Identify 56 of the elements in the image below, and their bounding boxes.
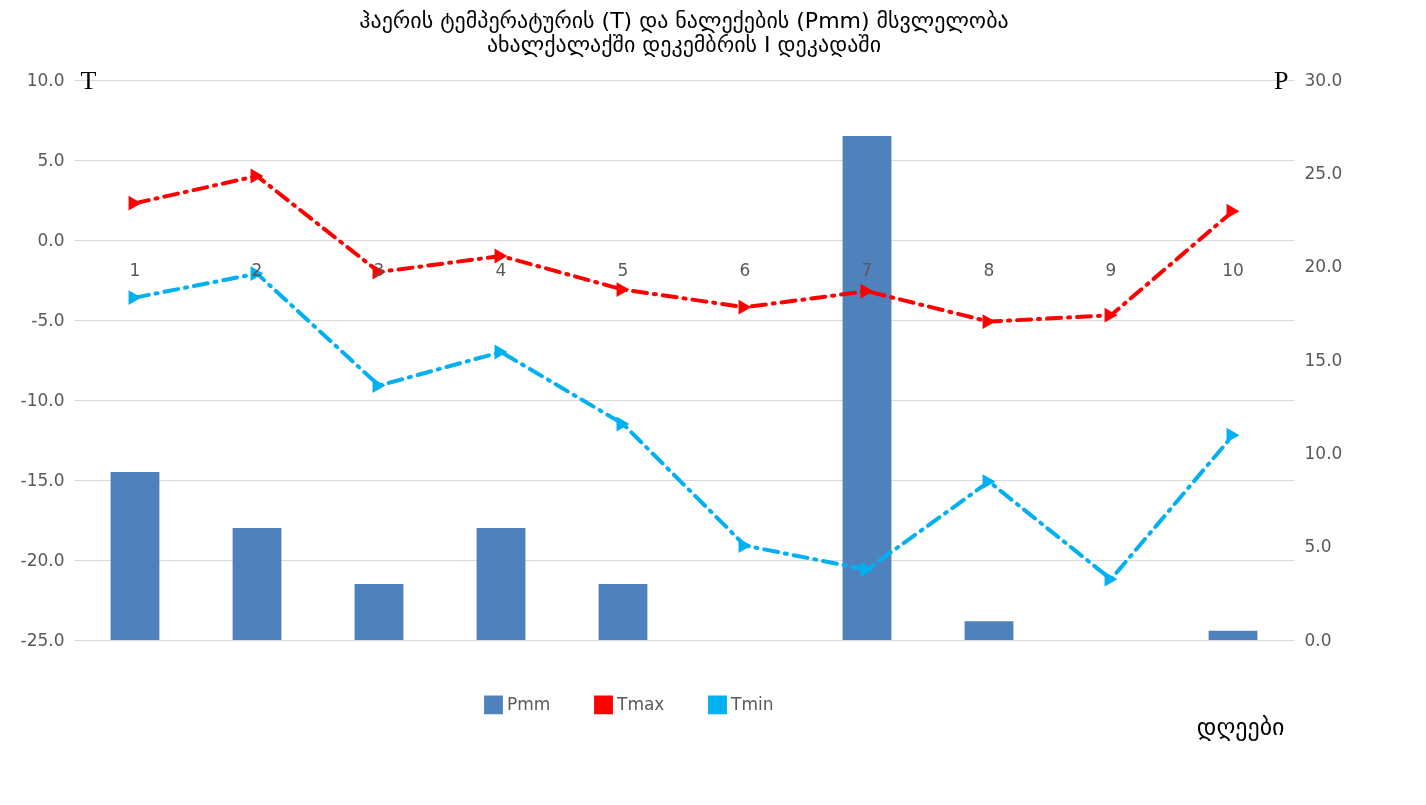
bar	[232, 528, 282, 640]
text: ახალქალაქში დეკემბრის I დეკადაში	[486, 32, 882, 57]
bar	[1208, 630, 1258, 640]
x-tick-label: 10	[1222, 259, 1244, 280]
legend-label: Pmm	[507, 693, 551, 714]
point	[1226, 203, 1240, 219]
y-tick-label: -20.0	[20, 549, 65, 570]
point	[372, 378, 386, 394]
point	[738, 538, 752, 554]
x-tick-label: 6	[739, 259, 751, 280]
x-tick-label: 1	[129, 259, 141, 280]
point	[250, 168, 264, 184]
y2-tick-label: 5.0	[1304, 536, 1332, 557]
y2-tick-label: 30.0	[1304, 69, 1343, 90]
bar	[964, 621, 1014, 640]
point	[860, 283, 874, 299]
y2-tick-label: 15.0	[1304, 349, 1343, 370]
y2-tick-label: 0.0	[1304, 629, 1332, 650]
x-axis-title: დღეები	[1196, 712, 1285, 741]
x-tick-label: 9	[1105, 259, 1117, 280]
y-tick-label: 0.0	[37, 229, 65, 250]
point	[1104, 307, 1118, 323]
y-tick-label: -15.0	[20, 469, 65, 490]
point	[616, 282, 630, 298]
point	[494, 344, 508, 360]
x-tick-label: 5	[617, 259, 629, 280]
point	[860, 562, 874, 578]
y2-tick-label: 25.0	[1304, 162, 1343, 183]
y2-axis-title: P	[1274, 65, 1289, 95]
point	[128, 195, 142, 211]
legend-label: Tmax	[616, 693, 665, 714]
bar	[354, 584, 404, 640]
legend-label: Tmin	[730, 693, 774, 714]
x-tick-label: 7	[861, 259, 873, 280]
y2-tick-label: 10.0	[1304, 442, 1343, 463]
x-tick-label: 4	[495, 259, 507, 280]
point	[738, 299, 752, 315]
point	[494, 248, 508, 264]
bar	[598, 584, 648, 640]
bar	[110, 472, 160, 640]
y2-tick-label: 20.0	[1304, 256, 1343, 277]
bar	[842, 136, 892, 640]
point	[1226, 427, 1240, 443]
point	[1104, 571, 1118, 587]
point	[128, 290, 142, 306]
y-tick-label: -10.0	[20, 389, 65, 410]
text: ჰაერის ტემპერატურის (T) და ნალექების (Pmm) მსვლელობა	[359, 8, 1009, 33]
y-tick-label: 10.0	[26, 69, 65, 90]
point	[616, 416, 630, 432]
bar	[476, 528, 526, 640]
y-tick-label: -25.0	[20, 629, 65, 650]
y-tick-label: 5.0	[37, 149, 65, 170]
point	[982, 474, 996, 490]
y-axis-title: T	[80, 65, 97, 95]
y-tick-label: -5.0	[31, 309, 65, 330]
x-tick-label: 8	[983, 259, 995, 280]
